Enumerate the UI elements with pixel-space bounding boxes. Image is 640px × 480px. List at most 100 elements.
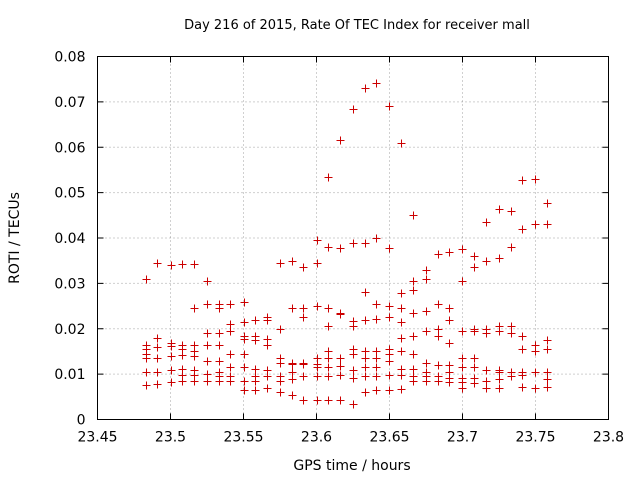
data-point <box>409 277 418 286</box>
data-point <box>507 322 516 331</box>
data-point <box>153 368 162 377</box>
data-point <box>482 257 491 266</box>
data-point <box>445 339 454 348</box>
data-point <box>203 370 212 379</box>
data-point <box>349 350 358 359</box>
data-point <box>299 372 308 381</box>
data-point <box>251 316 260 325</box>
y-tick-label: 0.04 <box>54 231 85 247</box>
data-point <box>190 260 199 269</box>
data-point <box>299 263 308 272</box>
data-point <box>203 300 212 309</box>
data-point <box>215 329 224 338</box>
data-point <box>251 336 260 345</box>
data-point <box>324 347 333 356</box>
data-point <box>324 396 333 405</box>
data-point <box>470 252 479 261</box>
x-tick-label: 23.75 <box>515 430 555 446</box>
data-point <box>190 304 199 313</box>
data-point <box>409 211 418 220</box>
data-point <box>543 383 552 392</box>
data-point <box>167 352 176 361</box>
data-point <box>372 386 381 395</box>
data-point <box>336 396 345 405</box>
data-point <box>458 384 467 393</box>
y-tick-label: 0.08 <box>54 50 85 66</box>
data-point <box>142 381 151 390</box>
data-point <box>240 318 249 327</box>
x-tick-label: 23.55 <box>223 430 263 446</box>
data-point <box>167 366 176 375</box>
data-point <box>226 327 235 336</box>
x-tick-label: 23.8 <box>593 430 624 446</box>
data-point <box>361 288 370 297</box>
data-point <box>372 315 381 324</box>
data-point <box>299 304 308 313</box>
data-point <box>263 316 272 325</box>
y-tick-label: 0.03 <box>54 276 85 292</box>
data-point <box>372 234 381 243</box>
data-point <box>470 263 479 272</box>
data-point <box>458 245 467 254</box>
data-point <box>313 236 322 245</box>
data-point <box>203 341 212 350</box>
y-tick-label: 0.01 <box>54 367 85 383</box>
data-point <box>495 327 504 336</box>
data-point <box>445 361 454 370</box>
data-point <box>251 377 260 386</box>
data-point <box>495 368 504 377</box>
data-point <box>349 239 358 248</box>
plot-frame <box>97 56 609 420</box>
data-point <box>372 354 381 363</box>
data-point <box>288 304 297 313</box>
data-point <box>349 105 358 114</box>
data-point <box>397 347 406 356</box>
data-point <box>495 205 504 214</box>
x-tick-label: 23.45 <box>77 430 117 446</box>
data-point <box>153 343 162 352</box>
data-point <box>142 354 151 363</box>
data-point <box>434 361 443 370</box>
y-tick-label: 0 <box>77 413 86 429</box>
data-point <box>263 384 272 393</box>
data-point <box>482 366 491 375</box>
data-point <box>422 377 431 386</box>
data-point <box>409 286 418 295</box>
data-point <box>313 259 322 268</box>
data-point <box>178 260 187 269</box>
data-point <box>153 380 162 389</box>
data-point <box>507 243 516 252</box>
data-point <box>226 300 235 309</box>
data-point <box>372 347 381 356</box>
data-point <box>349 366 358 375</box>
y-tick-label: 0.07 <box>54 95 85 111</box>
data-point <box>397 385 406 394</box>
data-point <box>507 329 516 338</box>
data-point <box>482 329 491 338</box>
data-point <box>397 318 406 327</box>
data-point <box>543 375 552 384</box>
data-point <box>495 254 504 263</box>
data-point <box>434 300 443 309</box>
data-point <box>531 175 540 184</box>
data-point <box>445 304 454 313</box>
y-tick-labels: 0 0.01 0.02 0.03 0.04 0.05 0.06 0.07 0.08 <box>54 50 85 429</box>
data-point <box>142 275 151 284</box>
data-point <box>288 391 297 400</box>
data-point <box>203 277 212 286</box>
data-point <box>276 388 285 397</box>
data-point <box>299 313 308 322</box>
data-point <box>434 377 443 386</box>
data-point <box>385 102 394 111</box>
data-point <box>361 84 370 93</box>
data-point <box>288 368 297 377</box>
data-point <box>445 248 454 257</box>
data-point <box>543 368 552 377</box>
x-tick-label: 23.65 <box>369 430 409 446</box>
data-point <box>543 199 552 208</box>
data-point <box>372 300 381 309</box>
data-point <box>458 354 467 363</box>
data-point <box>153 259 162 268</box>
data-point <box>288 375 297 384</box>
